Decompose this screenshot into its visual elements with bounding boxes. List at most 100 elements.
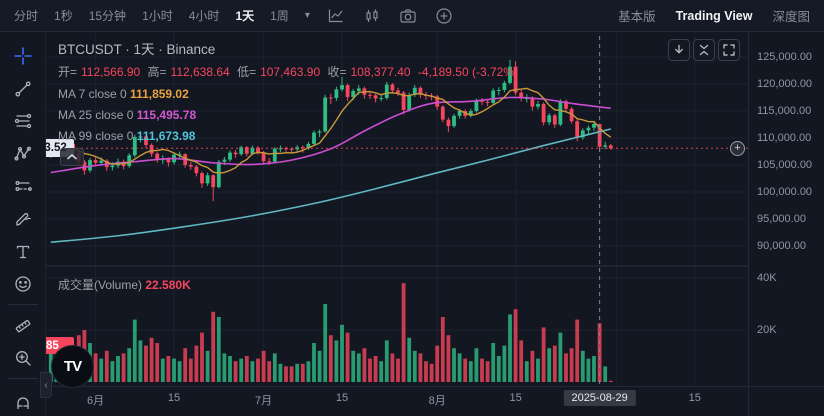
candle-body xyxy=(474,100,479,111)
time-tick: 7月 xyxy=(255,395,273,407)
volume-bar xyxy=(457,353,462,382)
emoji-tool-icon[interactable] xyxy=(6,268,40,301)
trend-line-tool-icon[interactable] xyxy=(6,73,40,106)
zoom-in-tool-icon[interactable] xyxy=(6,342,40,375)
chart-action-buttons xyxy=(668,39,740,61)
timeframe-1h[interactable]: 1小时 xyxy=(142,9,173,23)
candle-body xyxy=(396,90,400,93)
volume-bar xyxy=(334,340,339,382)
candle-body xyxy=(435,96,440,107)
volume-bar xyxy=(356,353,361,382)
candle-body xyxy=(552,115,557,125)
volume-bar xyxy=(351,350,356,382)
candle-body xyxy=(586,127,591,131)
volume-bar xyxy=(530,350,535,382)
xabcd-pattern-tool-icon[interactable] xyxy=(6,138,40,171)
volume-bar xyxy=(379,361,384,382)
tab-depth-chart[interactable]: 深度图 xyxy=(772,10,810,24)
volume-bar xyxy=(491,343,496,382)
candle-body xyxy=(592,123,596,128)
volume-bar xyxy=(183,348,188,382)
timeframe-1s[interactable]: 1秒 xyxy=(54,9,73,23)
time-tick: 15 xyxy=(688,392,701,404)
candle-body xyxy=(547,115,552,123)
add-alert-plus-icon[interactable]: + xyxy=(730,141,745,156)
volume-bar xyxy=(261,350,266,382)
timeframe-dropdown-caret[interactable]: ▾ xyxy=(304,10,310,21)
candle-body xyxy=(502,82,507,90)
volume-bar xyxy=(138,340,143,382)
volume-bar xyxy=(144,345,148,382)
timeframe-1w[interactable]: 1周 xyxy=(270,9,289,23)
crosshair-tool-icon[interactable] xyxy=(6,40,40,73)
volume-bar xyxy=(306,361,311,382)
chart-canvas[interactable] xyxy=(46,32,748,386)
time-axis[interactable]: 6月 15 7月 15 8月 15 15 2025-08-29 xyxy=(46,386,748,416)
add-circle-icon[interactable] xyxy=(434,6,454,26)
volume-bar xyxy=(272,353,277,382)
volume-bar xyxy=(256,358,260,382)
volume-bar xyxy=(177,361,182,382)
candle-body xyxy=(328,97,333,99)
timeframe-1d[interactable]: 1天 xyxy=(235,9,255,23)
volume-bar xyxy=(536,358,540,382)
timeframe-4h[interactable]: 4小时 xyxy=(188,9,220,23)
volume-bar xyxy=(435,345,440,382)
candle-body xyxy=(289,148,294,150)
fib-retracement-tool-icon[interactable] xyxy=(6,105,40,138)
volume-bar xyxy=(384,340,389,382)
price-tick: 105,000.00 xyxy=(757,159,813,171)
volume-bar xyxy=(340,324,344,382)
tab-basic-version[interactable]: 基本版 xyxy=(618,10,656,24)
candle-body xyxy=(580,130,585,138)
volume-bar xyxy=(149,337,154,382)
candle-body xyxy=(200,173,204,184)
candle-body xyxy=(452,115,456,127)
volume-bar xyxy=(524,361,529,382)
camera-icon[interactable] xyxy=(398,6,418,26)
candle-body xyxy=(261,152,266,162)
volume-bar xyxy=(317,350,322,382)
volume-bar xyxy=(289,366,294,382)
timeframe-15m[interactable]: 15分钟 xyxy=(88,9,127,23)
volume-bar xyxy=(328,335,333,382)
volume-bar xyxy=(188,358,193,382)
candle-body xyxy=(457,111,462,116)
volume-bar xyxy=(603,366,608,382)
chart-style-icon[interactable] xyxy=(326,6,346,26)
candle-body xyxy=(569,108,574,122)
volume-bar xyxy=(132,319,137,382)
download-button[interactable] xyxy=(668,39,690,61)
time-tick: 15 xyxy=(167,392,181,404)
legend-collapse-button[interactable] xyxy=(60,148,84,166)
tradingview-logo[interactable]: TV xyxy=(51,345,94,388)
candle-body xyxy=(177,154,182,156)
candle-body xyxy=(312,132,316,144)
candle-body xyxy=(373,95,378,99)
ruler-tool-icon[interactable] xyxy=(6,309,40,342)
price-axis[interactable]: 125,000.00 120,000.00 115,000.00 110,000.00… xyxy=(748,32,824,386)
volume-bar xyxy=(502,345,507,382)
volume-bar xyxy=(160,358,165,382)
toolbar-collapse-handle[interactable]: ‹ xyxy=(40,372,52,398)
candle-body xyxy=(379,98,384,100)
text-tool-icon[interactable] xyxy=(6,235,40,268)
candle-body xyxy=(244,147,249,154)
candle-body xyxy=(508,66,512,83)
brush-tool-icon[interactable] xyxy=(6,203,40,236)
candle-body xyxy=(440,106,445,120)
collapse-panes-button[interactable] xyxy=(693,39,715,61)
magnet-tool-icon[interactable] xyxy=(6,383,40,416)
tab-tradingview[interactable]: Trading View xyxy=(675,8,753,23)
fullscreen-button[interactable] xyxy=(718,39,740,61)
timeframe-minutes[interactable]: 分时 xyxy=(14,9,39,23)
candle-body xyxy=(88,160,92,171)
volume-bar xyxy=(267,361,272,382)
candles-compare-icon[interactable] xyxy=(362,6,382,26)
volume-bar xyxy=(496,356,501,382)
volume-bar xyxy=(485,361,490,382)
forecast-tool-icon[interactable] xyxy=(6,170,40,203)
candle-body xyxy=(536,103,540,107)
candle-body xyxy=(368,94,372,96)
candle-body xyxy=(93,160,98,163)
